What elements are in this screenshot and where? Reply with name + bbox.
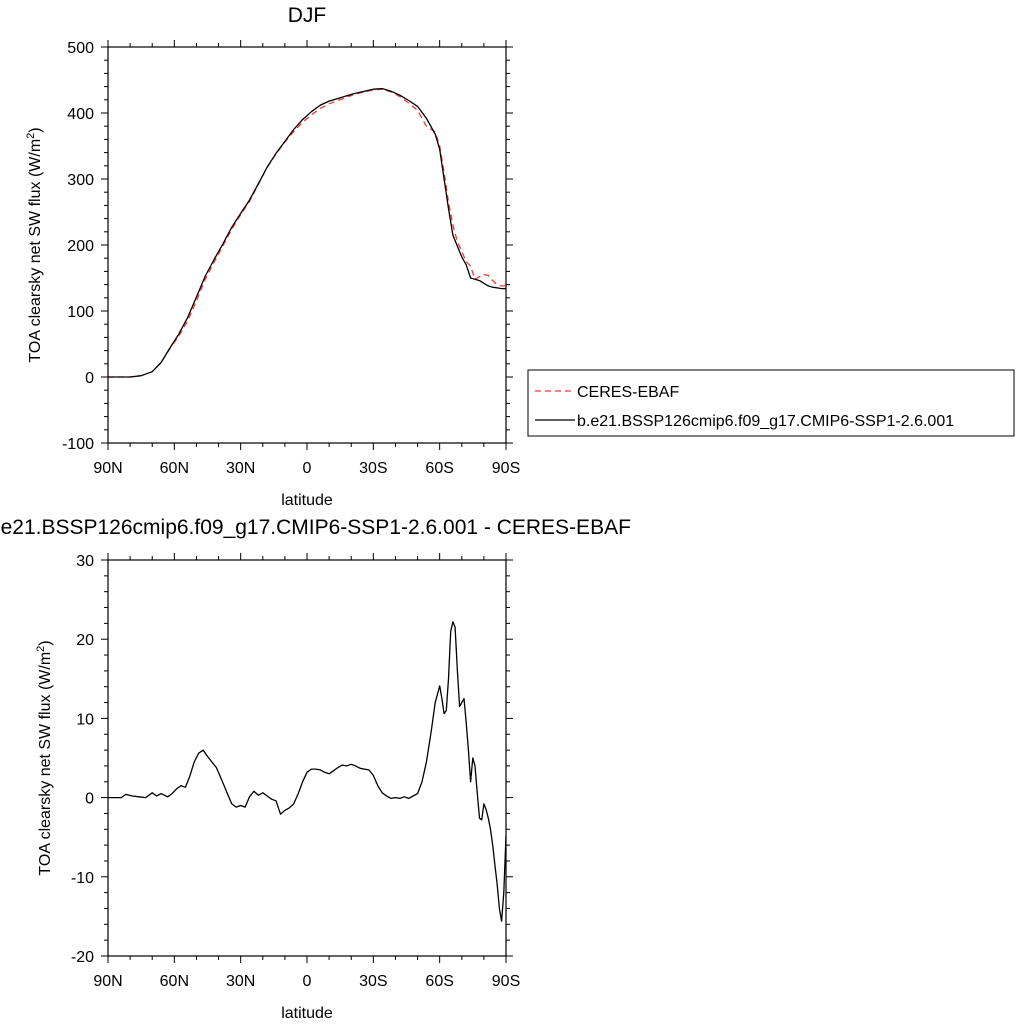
bottom-x-axis-label: latitude [281, 1005, 333, 1022]
legend-label-model: b.e21.BSSP126cmip6.f09_g17.CMIP6-SSP1-2.… [577, 413, 954, 430]
top-ytick-label: 100 [67, 304, 94, 321]
top-ytick-label: 400 [67, 106, 94, 123]
top-ytick-label: 300 [67, 172, 94, 189]
bottom-ytick-label: 0 [85, 791, 94, 808]
top-xtick-label: 60S [425, 460, 453, 477]
top-ytick-label: -100 [62, 436, 94, 453]
legend-label-ceres-ebaf: CERES-EBAF [577, 384, 679, 401]
top-ytick-label: 200 [67, 238, 94, 255]
top-xtick-label: 30S [359, 460, 387, 477]
legend: CERES-EBAF b.e21.BSSP126cmip6.f09_g17.CM… [527, 369, 1015, 437]
top-plot: DJF -100 0 100 200 300 400 500 90N 60N 30N 0 30S 60… [25, 4, 1015, 509]
bottom-ytick-label: -20 [71, 949, 94, 966]
bottom-xtick-label: 90S [492, 973, 520, 990]
bottom-xtick-label: 60S [425, 973, 453, 990]
bottom-xtick-label: 0 [303, 973, 312, 990]
bottom-plot-frame [107, 559, 507, 957]
top-series-line-model [108, 87, 506, 378]
bottom-xtick-label: 90N [93, 973, 122, 990]
bottom-plot-title: b.e21.BSSP126cmip6.f09_g17.CMIP6-SSP1-2.… [0, 516, 631, 539]
bottom-ytick-label: 20 [76, 632, 94, 649]
top-xtick-label: 60N [160, 460, 189, 477]
top-xtick-label: 90S [492, 460, 520, 477]
top-xtick-label: 0 [303, 460, 312, 477]
top-y-axis-label: TOA clearsky net SW flux (W/m2) [25, 127, 44, 362]
top-ytick-label: 0 [85, 370, 94, 387]
top-plot-frame [107, 46, 507, 444]
top-xtick-label: 90N [93, 460, 122, 477]
bottom-ytick-label: 10 [76, 711, 94, 728]
bottom-plot: b.e21.BSSP126cmip6.f09_g17.CMIP6-SSP1-2.… [0, 516, 631, 1022]
bottom-xtick-label: 60N [160, 973, 189, 990]
bottom-xtick-label: 30S [359, 973, 387, 990]
top-series-line-ceres-ebaf [108, 88, 506, 378]
top-xtick-label: 30N [226, 460, 255, 477]
bottom-y-axis-label: TOA clearsky net SW flux (W/m2) [35, 640, 54, 875]
top-plot-title: DJF [288, 4, 327, 27]
bottom-xtick-label: 30N [226, 973, 255, 990]
bottom-series-line-difference [108, 621, 507, 922]
legend-box [527, 369, 1015, 437]
bottom-ytick-label: -10 [71, 870, 94, 887]
bottom-ytick-label: 30 [76, 553, 94, 570]
top-ytick-label: 500 [67, 40, 94, 57]
top-x-axis-label: latitude [281, 492, 333, 509]
